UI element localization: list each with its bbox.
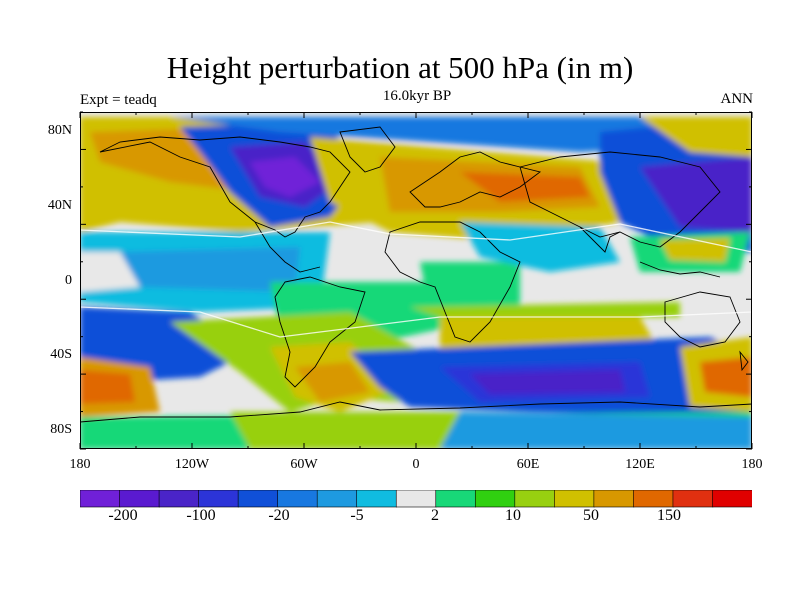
colorbar-swatch — [198, 490, 239, 508]
field-ne-yellow — [640, 117, 752, 157]
colorbar-swatch — [554, 490, 595, 508]
lon-tick-120w: 120W — [174, 457, 210, 472]
field-s-green-io — [410, 302, 680, 317]
colorbar-swatch — [514, 490, 556, 508]
colorbar-swatch — [80, 490, 121, 508]
zero-contour-north — [80, 221, 752, 253]
field-trop-neutral — [80, 252, 140, 292]
field-trop-green-af — [420, 262, 520, 317]
lat-tick-0: 0 — [65, 273, 72, 288]
season-label: ANN — [720, 91, 754, 107]
axis-ticks — [79, 111, 753, 450]
colorbar-label-2: 2 — [431, 507, 439, 524]
colorbar-swatch — [356, 490, 398, 508]
field-arctic-low — [170, 117, 680, 152]
colorbar-label-minus100: -100 — [186, 507, 216, 524]
field-asia-low-core — [640, 157, 752, 232]
coast-south-america — [274, 276, 366, 388]
coast-india — [579, 226, 621, 253]
coast-north-america — [99, 136, 351, 238]
lat-tick-40s: 40S — [50, 347, 72, 362]
coastlines — [80, 126, 752, 423]
coast-central-america — [254, 221, 321, 273]
colorbar — [80, 490, 752, 508]
colorbar-label-150: 150 — [657, 507, 681, 524]
colorbar-swatch — [277, 490, 318, 508]
coast-australia — [664, 291, 741, 348]
field-antarctic-yellow — [230, 412, 460, 449]
experiment-label: Expt = teadq — [80, 92, 157, 108]
subtitle-period: 16.0kyr BP — [382, 88, 452, 104]
colorbar-swatch — [672, 490, 714, 508]
colorbar-swatch — [633, 490, 674, 508]
colorbar-label-minus200: -200 — [108, 507, 138, 524]
lon-tick-180e: 180 — [741, 457, 763, 472]
zero-contour-south — [80, 306, 752, 338]
lon-tick-60e: 60E — [516, 457, 540, 472]
field-se-orange-core — [700, 357, 752, 397]
coast-asia — [519, 151, 721, 248]
zero-contours — [80, 221, 752, 338]
map-title: Height perturbation at 500 hPa (in m) — [166, 50, 634, 85]
colorbar-swatch — [435, 490, 477, 508]
colorbar-swatch — [119, 490, 160, 508]
coast-indonesia — [639, 261, 721, 278]
field-s-orange-core — [295, 362, 370, 402]
field-sw-orange-core — [80, 370, 135, 404]
coast-new-zealand — [739, 350, 749, 372]
colorbar-label-minus20: -20 — [268, 507, 290, 524]
lon-tick-0: 0 — [412, 457, 420, 472]
coast-africa — [384, 221, 521, 343]
colorbar-label-10: 10 — [505, 507, 521, 524]
lat-tick-80n: 80N — [47, 123, 72, 138]
coast-greenland — [339, 126, 396, 173]
colorbar-swatch — [395, 490, 437, 508]
colorbar-swatch — [712, 490, 752, 508]
lat-tick-80s: 80S — [50, 422, 72, 437]
lon-tick-180w: 180 — [69, 457, 91, 472]
height-perturbation-map — [80, 112, 752, 449]
colorbar-swatch — [316, 490, 358, 508]
colorbar-swatch — [474, 490, 516, 508]
field-eu-orange — [460, 172, 590, 202]
field-s-blue-dark — [470, 370, 625, 394]
lat-tick-40n: 40N — [47, 198, 72, 213]
colorbar-swatch — [593, 490, 635, 508]
colorbar-swatch — [158, 490, 200, 508]
colorbar-label-50: 50 — [583, 507, 599, 524]
field-antarctic-light — [440, 412, 752, 449]
colorbar-label-minus5: -5 — [350, 507, 364, 524]
lon-tick-120e: 120E — [625, 457, 655, 472]
colorbar-swatch — [237, 490, 279, 508]
lon-tick-60w: 60W — [290, 457, 318, 472]
field-trop-cyan-io — [460, 222, 620, 272]
coast-europe — [409, 151, 542, 208]
coast-antarctica — [80, 401, 752, 423]
field-na-low-deep — [250, 157, 320, 197]
field-trop-lightblue — [120, 247, 300, 292]
